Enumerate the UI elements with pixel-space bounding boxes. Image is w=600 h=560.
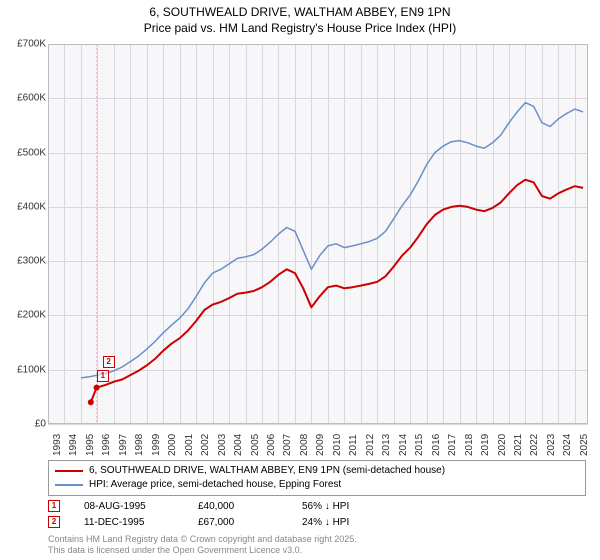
x-tick-label: 2010	[332, 434, 343, 456]
x-tick-label: 2004	[233, 434, 244, 456]
x-tick-label: 1995	[85, 434, 96, 456]
legend-label: HPI: Average price, semi-detached house,…	[89, 478, 341, 492]
x-axis: 1993 1994 1995 1996 1997 1998 1999 2000 2001 2002…	[48, 426, 588, 462]
x-tick-label: 2012	[365, 434, 376, 456]
marker-dot	[94, 385, 100, 391]
data-point-price: £67,000	[198, 517, 278, 528]
x-tick-label: 2019	[480, 434, 491, 456]
y-tick-label: £600K	[17, 93, 46, 104]
data-point-row: 1 08-AUG-1995 £40,000 56% ↓ HPI	[48, 500, 588, 512]
y-axis: £0£100K£200K£300K£400K£500K£600K£700K	[0, 44, 46, 424]
x-tick-label: 2025	[579, 434, 590, 456]
series-property	[91, 180, 583, 403]
x-tick-label: 2003	[217, 434, 228, 456]
x-tick-label: 2008	[299, 434, 310, 456]
x-tick-label: 2009	[315, 434, 326, 456]
x-tick-label: 2020	[497, 434, 508, 456]
x-tick-label: 2001	[184, 434, 195, 456]
x-tick-label: 1993	[52, 434, 63, 456]
marker-dot	[88, 399, 94, 405]
x-tick-label: 2024	[562, 434, 573, 456]
x-tick-label: 2002	[200, 434, 211, 456]
x-tick-label: 2018	[464, 434, 475, 456]
chart-title: 6, SOUTHWEALD DRIVE, WALTHAM ABBEY, EN9 …	[0, 0, 600, 36]
legend-label: 6, SOUTHWEALD DRIVE, WALTHAM ABBEY, EN9 …	[89, 464, 445, 478]
plot-area: 12	[48, 44, 588, 424]
title-line-2: Price paid vs. HM Land Registry's House …	[0, 20, 600, 36]
y-tick-label: £0	[35, 419, 46, 430]
y-tick-label: £300K	[17, 256, 46, 267]
y-tick-label: £700K	[17, 39, 46, 50]
x-tick-label: 2000	[167, 434, 178, 456]
chart-container: 6, SOUTHWEALD DRIVE, WALTHAM ABBEY, EN9 …	[0, 0, 600, 560]
legend-swatch	[55, 484, 83, 486]
data-point-row: 2 11-DEC-1995 £67,000 24% ↓ HPI	[48, 516, 588, 528]
data-point-pct: 24% ↓ HPI	[302, 517, 392, 528]
x-tick-label: 1997	[118, 434, 129, 456]
title-line-1: 6, SOUTHWEALD DRIVE, WALTHAM ABBEY, EN9 …	[0, 4, 600, 20]
data-point-marker: 2	[48, 516, 60, 528]
series-hpi	[81, 103, 583, 378]
x-tick-label: 2011	[348, 434, 359, 456]
data-point-price: £40,000	[198, 501, 278, 512]
legend-row: HPI: Average price, semi-detached house,…	[55, 478, 579, 492]
x-tick-label: 1998	[134, 434, 145, 456]
x-tick-label: 2022	[529, 434, 540, 456]
footnote: Contains HM Land Registry data © Crown c…	[48, 534, 357, 557]
x-tick-label: 1994	[68, 434, 79, 456]
data-point-pct: 56% ↓ HPI	[302, 501, 392, 512]
data-point-marker: 1	[48, 500, 60, 512]
gridline-h	[48, 424, 588, 425]
x-tick-label: 2005	[250, 434, 261, 456]
x-tick-label: 2014	[398, 434, 409, 456]
x-tick-label: 2013	[381, 434, 392, 456]
x-tick-label: 2021	[513, 434, 524, 456]
legend-swatch	[55, 470, 83, 472]
x-tick-label: 2006	[266, 434, 277, 456]
x-tick-label: 1996	[101, 434, 112, 456]
x-tick-label: 1999	[151, 434, 162, 456]
footnote-line-2: This data is licensed under the Open Gov…	[48, 545, 357, 556]
marker-label: 2	[103, 356, 115, 368]
footnote-line-1: Contains HM Land Registry data © Crown c…	[48, 534, 357, 545]
data-point-date: 08-AUG-1995	[84, 501, 174, 512]
y-tick-label: £200K	[17, 310, 46, 321]
marker-label: 1	[97, 370, 109, 382]
data-point-date: 11-DEC-1995	[84, 517, 174, 528]
chart-lines	[48, 44, 588, 424]
y-tick-label: £500K	[17, 147, 46, 158]
data-points-list: 1 08-AUG-1995 £40,000 56% ↓ HPI 2 11-DEC-1995…	[48, 500, 588, 532]
y-tick-label: £100K	[17, 364, 46, 375]
x-tick-label: 2007	[282, 434, 293, 456]
legend: 6, SOUTHWEALD DRIVE, WALTHAM ABBEY, EN9 …	[48, 460, 586, 496]
x-tick-label: 2017	[447, 434, 458, 456]
y-tick-label: £400K	[17, 201, 46, 212]
legend-row: 6, SOUTHWEALD DRIVE, WALTHAM ABBEY, EN9 …	[55, 464, 579, 478]
x-tick-label: 2016	[431, 434, 442, 456]
x-tick-label: 2023	[546, 434, 557, 456]
x-tick-label: 2015	[414, 434, 425, 456]
